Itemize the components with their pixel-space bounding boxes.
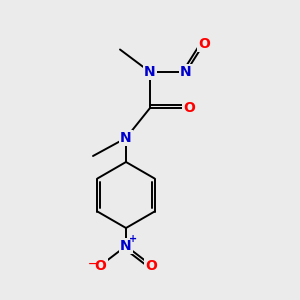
Text: N: N bbox=[120, 131, 132, 145]
Text: N: N bbox=[180, 65, 192, 79]
Text: N: N bbox=[144, 65, 156, 79]
Text: −: − bbox=[87, 259, 97, 269]
Text: N: N bbox=[120, 239, 132, 253]
Text: O: O bbox=[146, 259, 158, 272]
Text: O: O bbox=[94, 259, 106, 272]
Text: +: + bbox=[128, 233, 137, 244]
Text: O: O bbox=[183, 101, 195, 115]
Text: O: O bbox=[198, 37, 210, 50]
